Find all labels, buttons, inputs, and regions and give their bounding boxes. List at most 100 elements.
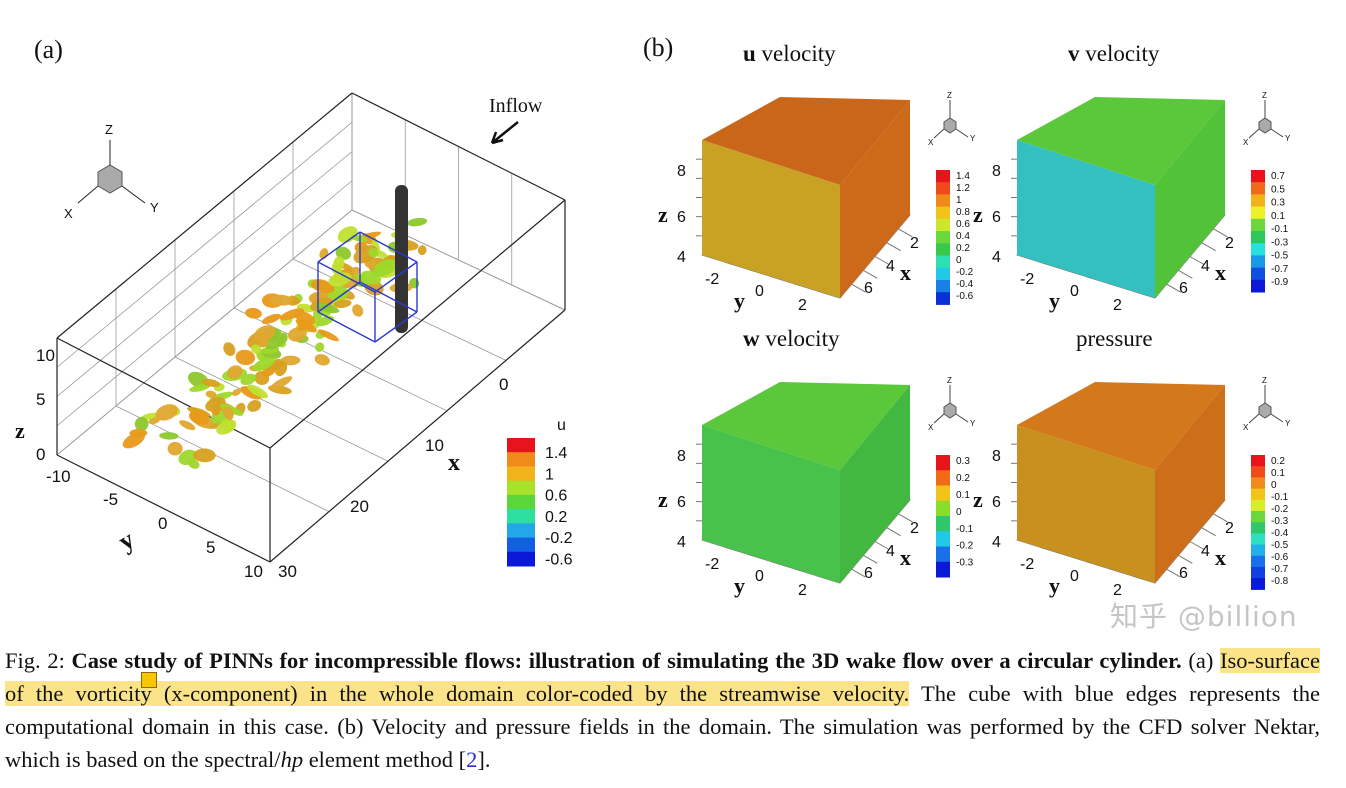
colorbar-label: 1: [545, 466, 554, 483]
annotation-note-icon[interactable]: [141, 672, 157, 688]
x-tick: 20: [350, 497, 369, 516]
x-tick: 6: [1179, 280, 1188, 297]
colorbar-label: 0.1: [1271, 211, 1285, 222]
triad-y: Y: [1285, 134, 1291, 143]
colorbar-swatch: [936, 546, 950, 563]
colorbar-title: u: [557, 417, 566, 434]
vortex-isosurface: [235, 349, 256, 366]
y-axis-label: y: [734, 573, 745, 598]
colorbar-label: 0: [956, 255, 962, 266]
triad-z: Z: [1262, 376, 1267, 385]
z-axis-label: z: [15, 418, 25, 443]
tick-mark: [1213, 228, 1228, 238]
colorbar-label: -0.1: [1271, 224, 1289, 235]
colorbar-label: -0.1: [1271, 492, 1289, 503]
plot-title: w velocity: [743, 326, 840, 351]
colorbar-label: -0.6: [545, 552, 573, 569]
triad-z: Z: [105, 122, 113, 137]
vortex-isosurface: [240, 373, 257, 386]
triad-x: X: [928, 423, 934, 432]
colorbar-swatch: [936, 485, 950, 502]
y-tick: 0: [755, 568, 764, 585]
colorbar-swatch: [936, 561, 950, 578]
colorbar-swatch: [936, 455, 950, 471]
colorbar-label: -0.7: [1271, 264, 1289, 275]
z-tick: 8: [677, 163, 686, 180]
colorbar-swatch: [936, 292, 950, 305]
y-tick: 0: [1070, 568, 1079, 585]
triad-axis: [933, 128, 945, 139]
z-tick: 8: [992, 448, 1001, 465]
triad-z: Z: [947, 91, 952, 100]
vortex-isosurface: [187, 459, 200, 469]
x-axis-label: x: [1215, 545, 1226, 570]
y-axis-label: y: [113, 525, 139, 557]
triad-axis: [1270, 128, 1284, 138]
computational-domain-edge: [317, 231, 361, 263]
colorbar-swatch: [1251, 255, 1265, 269]
vortex-isosurface: [407, 217, 428, 227]
x-tick: 0: [499, 375, 508, 394]
x-tick: 2: [910, 520, 919, 537]
colorbar-label: 0.6: [956, 219, 970, 230]
vortex-isosurface: [223, 342, 236, 357]
vortex-isosurface: [317, 329, 339, 342]
tick-mark: [898, 513, 913, 523]
cube-top-face: [702, 97, 910, 185]
tick-mark: [886, 527, 901, 537]
colorbar-swatch: [1251, 488, 1265, 501]
colorbar-label: -0.3: [1271, 516, 1289, 527]
tick-mark: [1178, 269, 1193, 279]
grid-line: [56, 151, 353, 397]
cube-front-face: [702, 425, 840, 583]
tick-mark: [1189, 541, 1205, 550]
z-tick: 4: [677, 534, 686, 551]
colorbar-swatch: [1251, 455, 1265, 467]
x-tick: 6: [1179, 565, 1188, 582]
colorbar-swatch: [1251, 477, 1265, 490]
box-edge: [56, 92, 353, 339]
colorbar-swatch: [936, 531, 950, 547]
x-axis-label: x: [900, 260, 911, 285]
box-edge: [56, 337, 271, 449]
vortex-isosurface: [167, 441, 183, 456]
colorbar-swatch: [936, 470, 950, 486]
colorbar-label: 0.2: [545, 509, 567, 526]
colorbar-label: 0.1: [1271, 468, 1285, 479]
grid-line: [56, 121, 353, 368]
vortex-isosurface: [247, 384, 269, 399]
cube-side-face: [1155, 100, 1225, 298]
colorbar-swatch: [1251, 170, 1265, 183]
colorbar-label: 0.3: [956, 456, 970, 467]
colorbar-swatch: [1251, 243, 1265, 256]
axis-triad-cube-icon: [1258, 117, 1272, 134]
axis-triad-cube-icon: [1258, 402, 1272, 419]
watermark: 知乎 @billion: [1110, 600, 1298, 633]
vortex-isosurface: [287, 327, 307, 342]
colorbar-label: 0: [1271, 480, 1277, 491]
box-edge: [351, 209, 566, 311]
caption-hp: hp: [280, 747, 304, 772]
cube-top-face: [1017, 382, 1225, 470]
triad-z: Z: [1262, 91, 1267, 100]
cube-top-face: [702, 382, 910, 470]
colorbar-label: -0.7: [1271, 564, 1289, 575]
x-tick: 4: [886, 543, 895, 560]
colorbar-label: 1: [956, 195, 962, 206]
vortex-isosurface: [155, 404, 178, 421]
figure-caption: Fig. 2: Case study of PINNs for incompre…: [5, 644, 1320, 776]
colorbar-swatch: [1251, 578, 1265, 590]
colorbar-swatch: [1251, 555, 1265, 568]
triad-x: X: [928, 138, 934, 147]
colorbar-swatch: [1251, 511, 1265, 523]
cube-top-face: [1017, 97, 1225, 185]
y-tick: 0: [755, 283, 764, 300]
citation-link[interactable]: 2: [466, 747, 478, 772]
colorbar-label: 0.2: [1271, 456, 1285, 467]
colorbar-swatch: [1251, 231, 1265, 244]
triad-axis: [933, 413, 945, 424]
triad-axis: [955, 128, 969, 138]
colorbar-label: 0.8: [956, 207, 970, 218]
colorbar-swatch: [1251, 567, 1265, 579]
